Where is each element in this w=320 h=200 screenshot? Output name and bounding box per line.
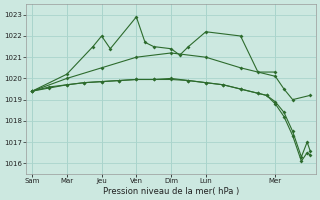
X-axis label: Pression niveau de la mer( hPa ): Pression niveau de la mer( hPa ) [103,187,239,196]
